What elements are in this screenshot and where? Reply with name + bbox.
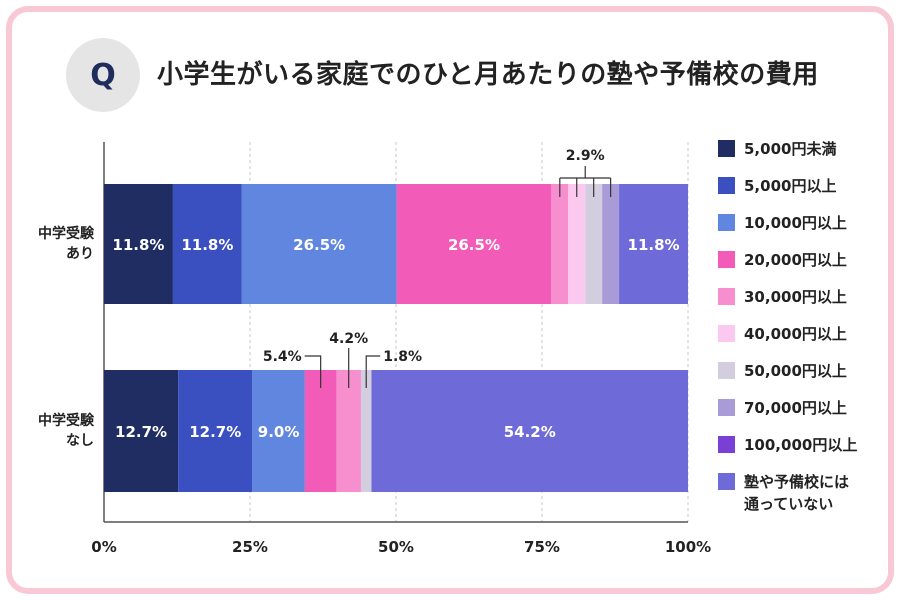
legend-item: 20,000円以上 [718,249,869,271]
legend-label: 20,000円以上 [744,249,869,271]
row-label-line: 中学受験 [38,226,94,242]
x-tick-label: 25% [232,538,268,556]
bar-segment [172,184,242,304]
legend-label-line: 10,000円以上 [744,214,847,232]
callout-leader [365,355,381,388]
legend-item: 10,000円以上 [718,212,869,234]
bar-segment [178,370,253,492]
legend-label-line: 塾や予備校には [744,473,850,491]
data-label: 11.8% [181,236,233,254]
legend-label: 5,000円以上 [744,175,869,197]
legend-label-line: 5,000円以上 [744,177,837,195]
callout-leader [304,355,322,388]
legend-item: 100,000円以上 [718,434,869,456]
legend-label: 50,000円以上 [744,360,869,382]
legend-swatch [718,214,735,231]
legend-swatch [718,177,735,194]
legend-label: 5,000円未満 [744,138,869,160]
legend-swatch [718,436,735,453]
bar-segment [602,184,620,304]
legend-swatch [718,325,735,342]
data-label: 26.5% [448,236,500,254]
legend-swatch [718,288,735,305]
bar-segment [551,184,569,304]
legend-item: 70,000円以上 [718,397,869,419]
bar-segment [568,184,586,304]
bar-segment [104,184,173,304]
legend-label-line: 5,000円未満 [744,140,837,158]
legend-label-line: 20,000円以上 [744,251,847,269]
bar-segment [241,184,397,304]
bar-segment [336,370,361,492]
x-tick-label: 100% [665,538,711,556]
data-label: 54.2% [504,423,556,441]
legend-label: 40,000円以上 [744,323,869,345]
bar-segment [360,370,372,492]
chart-title: 小学生がいる家庭でのひと月あたりの塾や予備校の費用 [157,60,819,90]
legend-label: 30,000円以上 [744,286,869,308]
bar-segment [396,184,552,304]
legend-swatch [718,473,735,490]
question-badge-text: Q [90,57,116,93]
callout-label: 4.2% [329,331,368,347]
row-label-line: なし [66,433,94,449]
row-label-line: あり [66,246,94,262]
row-label: 中学受験なし [14,411,94,451]
bar-segment [304,370,337,492]
row-label: 中学受験あり [14,224,94,264]
legend-label: 塾や予備校には 通っていない [744,471,869,515]
bar-segment [585,184,603,304]
legend-label: 70,000円以上 [744,397,869,419]
legend-swatch [718,362,735,379]
legend-item: 50,000円以上 [718,360,869,382]
legend-swatch [718,399,735,416]
legend-item: 5,000円以上 [718,175,869,197]
legend-label-line: 40,000円以上 [744,325,847,343]
x-tick-label: 75% [524,538,560,556]
legend-label-line: 通っていない [744,495,834,513]
bar-segment [371,370,688,492]
legend-item: 塾や予備校には 通っていない [718,471,869,515]
legend-item: 30,000円以上 [718,286,869,308]
legend-label: 100,000円以上 [744,434,869,456]
bar-segment [252,370,305,492]
legend-label: 10,000円以上 [744,212,869,234]
callout-label: 2.9% [566,148,605,164]
data-label: 11.8% [628,236,680,254]
data-label: 12.7% [115,423,167,441]
bar-segment [104,370,179,492]
callout-label: 1.8% [383,349,422,365]
x-tick-label: 0% [91,538,116,556]
legend-label-line: 50,000円以上 [744,362,847,380]
data-label: 12.7% [189,423,241,441]
legend-swatch [718,140,735,157]
legend-swatch [718,251,735,268]
legend-item: 40,000円以上 [718,323,869,345]
legend-item: 5,000円未満 [718,138,869,160]
data-label: 26.5% [293,236,345,254]
question-badge: Q [66,38,140,112]
legend-label-line: 30,000円以上 [744,288,847,306]
bar-segment [619,184,688,304]
data-label: 11.8% [112,236,164,254]
callout-label: 5.4% [263,349,302,365]
row-label-line: 中学受験 [38,413,94,429]
legend-label-line: 100,000円以上 [744,436,858,454]
data-label: 9.0% [258,423,300,441]
x-tick-label: 50% [378,538,414,556]
legend-label-line: 70,000円以上 [744,399,847,417]
